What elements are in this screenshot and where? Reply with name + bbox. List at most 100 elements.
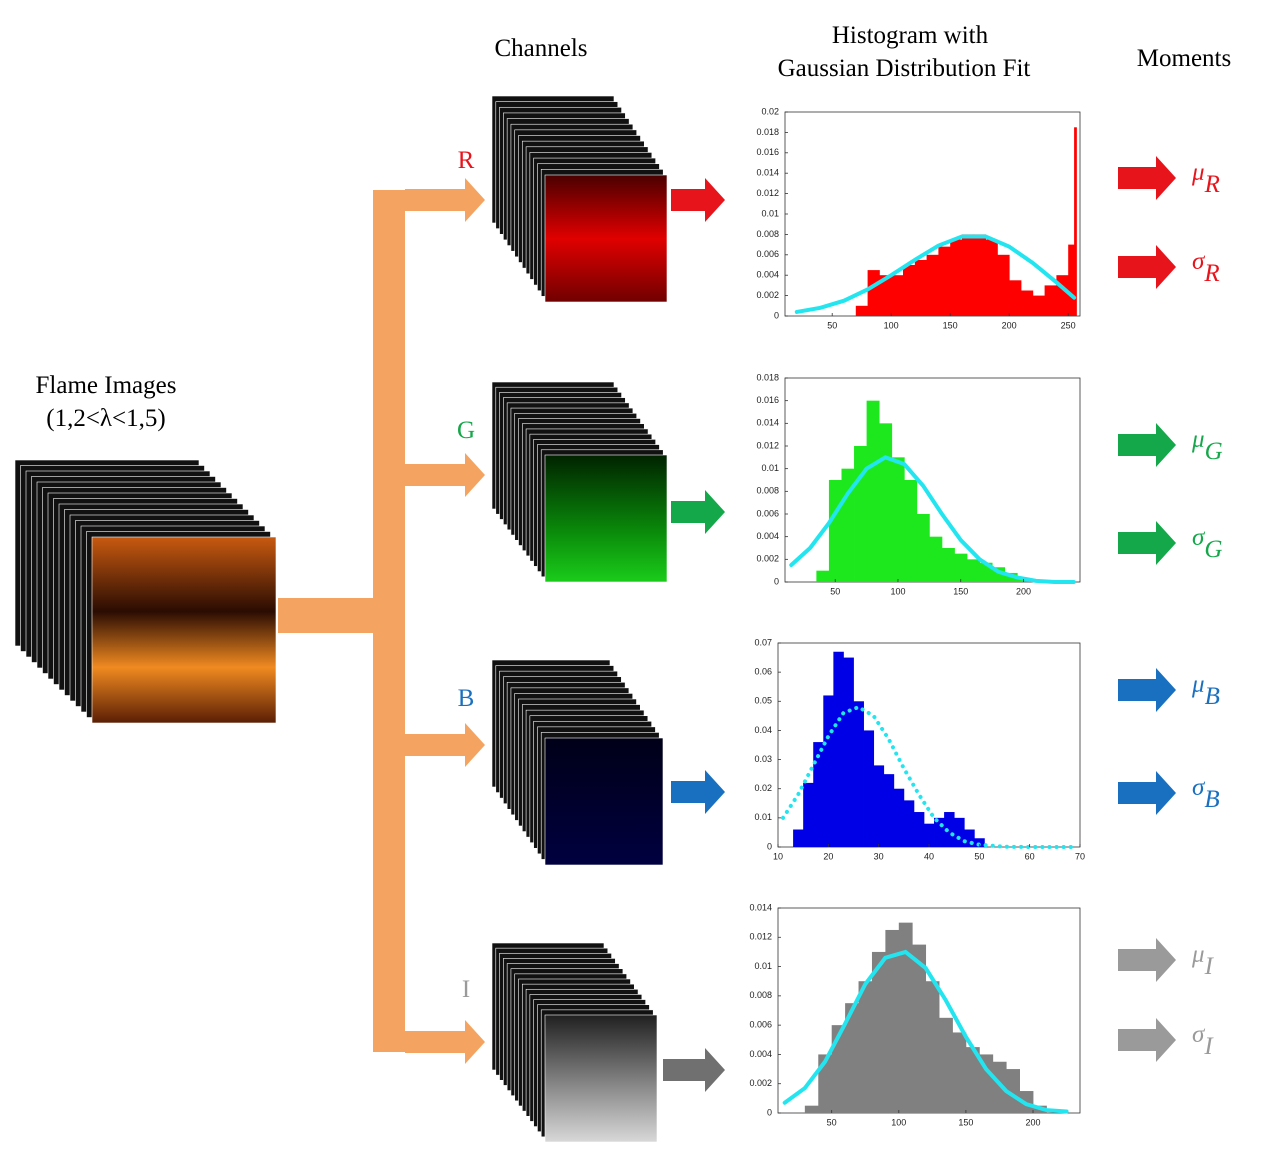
y-tick-label: 0.002 bbox=[749, 1078, 772, 1088]
histogram-bar bbox=[823, 695, 833, 847]
histogram-bar bbox=[867, 401, 880, 582]
y-tick-label: 0.014 bbox=[749, 902, 772, 912]
y-tick-label: 0.006 bbox=[756, 508, 779, 518]
moment-symbol: μ bbox=[1191, 426, 1205, 453]
y-tick-label: 0.006 bbox=[749, 1020, 772, 1030]
x-tick-label: 50 bbox=[827, 1117, 837, 1127]
histogram-bar bbox=[816, 571, 829, 582]
y-tick-label: 0 bbox=[774, 310, 779, 320]
histogram-bar bbox=[1045, 285, 1057, 316]
histogram-bar bbox=[884, 774, 894, 847]
histogram-bar bbox=[954, 818, 964, 847]
channel-label: B bbox=[458, 685, 475, 712]
histogram-bar bbox=[833, 652, 843, 847]
x-tick-label: 150 bbox=[953, 586, 968, 596]
y-tick-label: 0.016 bbox=[756, 147, 779, 157]
histogram-bar bbox=[997, 255, 1009, 316]
x-tick-label: 200 bbox=[1026, 1117, 1041, 1127]
y-tick-label: 0.004 bbox=[749, 1049, 772, 1059]
histogram-bar bbox=[934, 818, 944, 847]
histogram-bar bbox=[974, 234, 986, 316]
y-tick-label: 0.05 bbox=[754, 696, 772, 706]
y-tick-label: 0.01 bbox=[761, 208, 779, 218]
y-tick-label: 0.014 bbox=[756, 168, 779, 178]
y-tick-label: 0.002 bbox=[756, 554, 779, 564]
x-tick-label: 60 bbox=[1025, 851, 1035, 861]
y-tick-label: 0.008 bbox=[756, 486, 779, 496]
x-tick-label: 250 bbox=[1061, 320, 1076, 330]
x-tick-label: 200 bbox=[1016, 586, 1031, 596]
histogram-bar bbox=[856, 306, 868, 316]
y-tick-label: 0.018 bbox=[756, 372, 779, 382]
histogram-bar bbox=[954, 554, 967, 582]
moment-symbol: μ bbox=[1191, 671, 1205, 698]
histogram-bar bbox=[914, 812, 924, 847]
histogram-bar bbox=[879, 423, 892, 582]
histogram-bar bbox=[894, 789, 904, 847]
channel-label: R bbox=[458, 147, 475, 174]
histogram-bar bbox=[805, 1106, 819, 1113]
histogram-bar bbox=[939, 1018, 953, 1113]
image-layer bbox=[545, 455, 667, 582]
x-tick-label: 100 bbox=[890, 586, 905, 596]
x-tick-label: 50 bbox=[830, 586, 840, 596]
histogram-bar bbox=[915, 260, 927, 316]
moment-symbol: μ bbox=[1191, 159, 1205, 186]
x-tick-label: 200 bbox=[1002, 320, 1017, 330]
moment-subscript: G bbox=[1204, 536, 1222, 563]
histogram-bar bbox=[891, 275, 903, 316]
y-tick-label: 0.004 bbox=[756, 531, 779, 541]
channel-label: G bbox=[457, 417, 475, 444]
histogram-bar bbox=[1068, 245, 1074, 316]
channel-label: I bbox=[462, 976, 470, 1003]
moment-subscript: G bbox=[1205, 438, 1223, 465]
histogram-bar bbox=[868, 270, 880, 316]
moment-subscript: B bbox=[1204, 786, 1219, 813]
y-tick-label: 0.03 bbox=[754, 754, 772, 764]
image-layer bbox=[92, 537, 276, 723]
histogram-bar bbox=[892, 457, 905, 582]
y-tick-label: 0.04 bbox=[754, 725, 772, 735]
histogram-bar bbox=[854, 446, 867, 582]
image-layer bbox=[545, 1015, 657, 1142]
histogram-bar bbox=[924, 824, 934, 847]
y-tick-label: 0.02 bbox=[761, 106, 779, 116]
y-tick-label: 0.004 bbox=[756, 270, 779, 280]
y-tick-label: 0.01 bbox=[754, 961, 772, 971]
histogram-bar bbox=[903, 265, 915, 316]
x-tick-label: 70 bbox=[1075, 851, 1085, 861]
y-tick-label: 0.002 bbox=[756, 290, 779, 300]
y-tick-label: 0.014 bbox=[756, 418, 779, 428]
histogram-bar bbox=[1009, 280, 1021, 316]
moment-symbol: μ bbox=[1191, 941, 1205, 968]
moment-subscript: R bbox=[1204, 171, 1220, 198]
y-tick-label: 0.008 bbox=[756, 229, 779, 239]
y-tick-label: 0 bbox=[774, 576, 779, 586]
histogram-bar bbox=[843, 658, 853, 847]
histogram-bar bbox=[904, 800, 914, 847]
histogram-bar bbox=[803, 783, 813, 847]
y-tick-label: 0.016 bbox=[756, 395, 779, 405]
x-tick-label: 30 bbox=[874, 851, 884, 861]
y-tick-label: 0.01 bbox=[754, 812, 772, 822]
histogram-bar bbox=[854, 701, 864, 847]
histogram-bar bbox=[912, 945, 926, 1113]
x-tick-label: 40 bbox=[924, 851, 934, 861]
x-tick-label: 10 bbox=[773, 851, 783, 861]
x-tick-label: 20 bbox=[823, 851, 833, 861]
x-tick-label: 150 bbox=[958, 1117, 973, 1127]
y-tick-label: 0 bbox=[767, 841, 772, 851]
moment-subscript: B bbox=[1205, 683, 1220, 710]
image-layer bbox=[545, 738, 663, 865]
histogram-bar bbox=[904, 480, 917, 582]
moment-subscript: R bbox=[1203, 260, 1219, 287]
histogram-bar bbox=[962, 234, 974, 316]
x-tick-label: 100 bbox=[891, 1117, 906, 1127]
page: Channels Histogram with Gaussian Distrib… bbox=[0, 0, 1262, 1151]
histogram-bar bbox=[1033, 296, 1045, 316]
histogram-bar bbox=[859, 981, 873, 1113]
header-moments: Moments bbox=[1137, 45, 1231, 72]
y-tick-label: 0.012 bbox=[756, 440, 779, 450]
y-tick-label: 0.012 bbox=[756, 188, 779, 198]
histogram-bar bbox=[952, 1032, 966, 1113]
